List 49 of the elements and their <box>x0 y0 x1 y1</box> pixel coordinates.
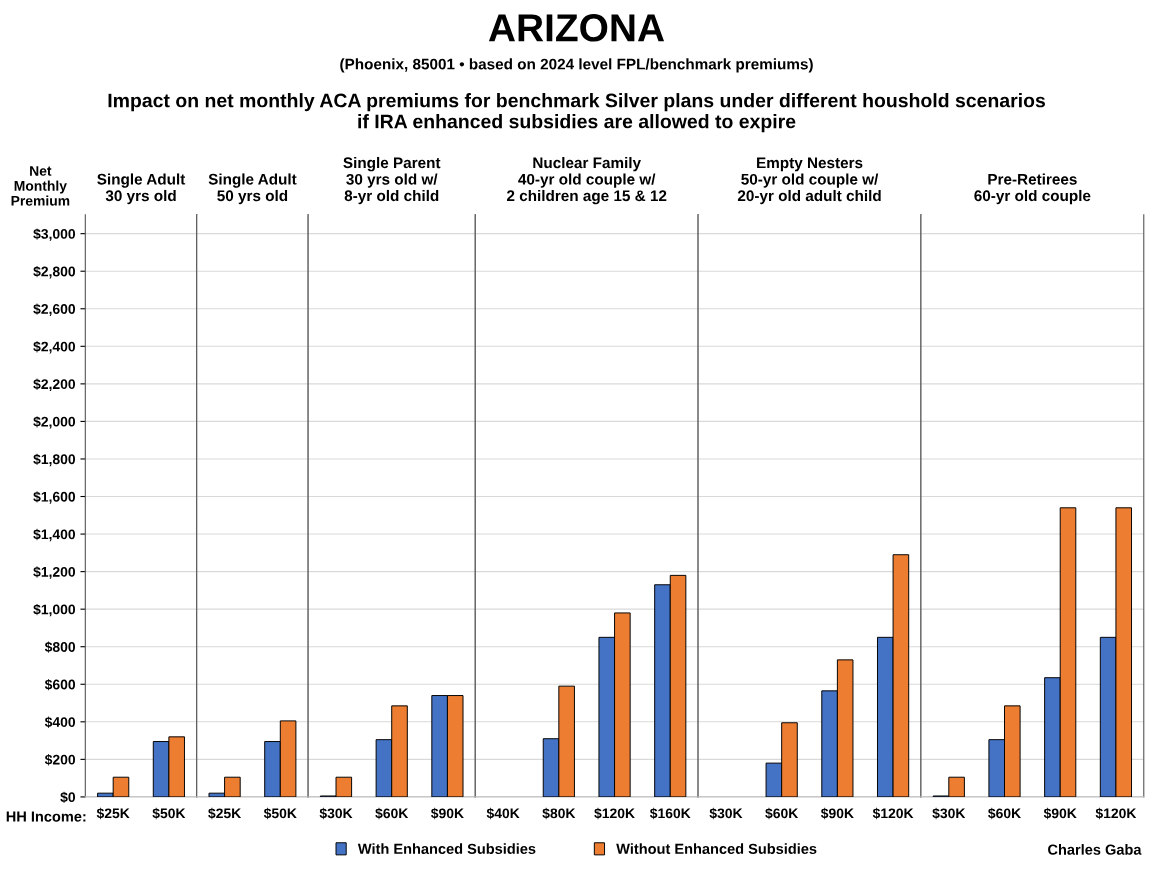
chart-title: Nuclear Family 40-yr old couple w/ 2 children age 15 & 12 <box>506 157 667 205</box>
y-tick-label: $2,800 <box>33 265 76 279</box>
y-tick-label: $1,200 <box>33 566 76 579</box>
x-tick-label: $120K <box>594 807 635 820</box>
y-tick-label: $1,600 <box>33 491 76 504</box>
y-tick-label: $3,000 <box>33 228 76 241</box>
y-tick-label: $2,400 <box>33 341 76 354</box>
text: Charles Gaba <box>1048 844 1142 855</box>
chart-title: Single Adult 50 yrs old <box>208 173 297 205</box>
y-tick-label: $2,200 <box>33 378 76 392</box>
x-tick-label: $30K <box>709 807 743 820</box>
text: Impact on net monthly ACA premiums for benchmark Silver plans under different houshold scenarios if IRA enhanced subsidies are allowed to expire <box>108 93 1045 133</box>
x-tick-label: $160K <box>649 807 691 820</box>
chart-title: Pre-Retirees 60-yr old couple <box>974 173 1091 205</box>
y-tick-label: $1,400 <box>33 528 76 542</box>
legend-label: With Enhanced Subsidies <box>357 843 536 854</box>
chart-title: Single Adult 30 yrs old <box>97 173 186 205</box>
x-tick-label: $90K <box>1043 807 1077 820</box>
text: HH Income: <box>6 811 86 822</box>
y-tick-label: $1,000 <box>33 603 76 617</box>
x-tick-label: $30K <box>932 807 966 820</box>
x-tick-label: $120K <box>1095 807 1137 820</box>
y-tick-label: $2,600 <box>33 303 76 316</box>
x-tick-label: $30K <box>319 807 353 820</box>
text: (Phoenix, 85001 • based on 2024 level FPL/benchmark premiums) <box>340 58 813 73</box>
x-tick-label: $25K <box>96 807 130 820</box>
y-tick-label: $0 <box>60 791 76 803</box>
x-tick-label: $80K <box>542 807 576 820</box>
y-tick-label: $2,000 <box>33 416 76 429</box>
x-tick-label: $25K <box>208 807 242 820</box>
y-tick-label: $800 <box>44 641 76 653</box>
text: ARIZONA <box>488 14 665 42</box>
x-tick-label: $50K <box>263 807 297 820</box>
y-tick-label: $200 <box>44 754 76 766</box>
x-tick-label: $90K <box>431 807 464 820</box>
chart-title: Single Parent 30 yrs old w/ 8-yr old child <box>343 156 441 205</box>
y-axis-title: Net Monthly Premium <box>11 166 70 206</box>
y-tick-label: $400 <box>44 716 76 728</box>
y-tick-label: $600 <box>44 678 76 691</box>
x-tick-label: $40K <box>486 807 520 820</box>
x-tick-label: $90K <box>820 807 854 820</box>
y-tick-label: $1,800 <box>33 453 76 467</box>
x-tick-label: $120K <box>872 807 914 820</box>
x-tick-label: $60K <box>375 807 409 820</box>
legend-label: Without Enhanced Subsidies <box>616 843 817 854</box>
chart-title: Empty Nesters 50-yr old couple w/ 20-yr old adult child <box>737 157 881 205</box>
x-tick-label: $60K <box>988 807 1021 820</box>
x-tick-label: $60K <box>765 807 799 820</box>
x-tick-label: $50K <box>152 807 186 820</box>
